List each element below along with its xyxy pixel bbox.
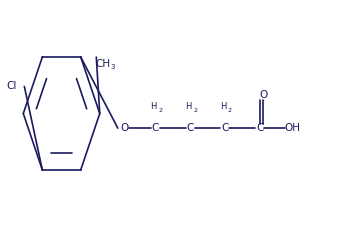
Text: H: H [220,102,226,111]
Text: O: O [259,90,267,101]
Text: H: H [150,102,156,111]
Text: H: H [185,102,191,111]
Text: Cl: Cl [6,81,16,91]
Text: OH: OH [285,123,301,133]
Text: C: C [152,123,159,133]
Text: 2: 2 [228,108,232,113]
Text: O: O [120,123,128,133]
Text: CH: CH [96,59,111,69]
Text: C: C [221,123,229,133]
Text: 3: 3 [111,64,115,70]
Text: C: C [256,123,263,133]
Text: 2: 2 [193,108,197,113]
Text: C: C [186,123,194,133]
Text: 2: 2 [158,108,162,113]
